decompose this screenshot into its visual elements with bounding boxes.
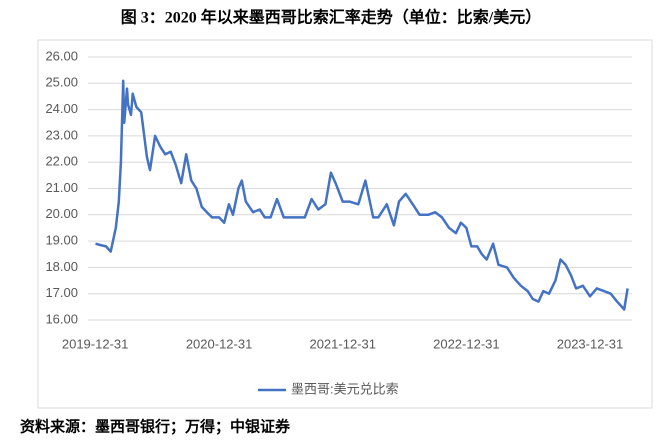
y-tick-label: 18.00 [45,259,78,274]
x-tick-label: 2020-12-31 [186,336,253,351]
y-tick-label: 22.00 [45,154,78,169]
x-tick-label: 2023-12-31 [557,336,624,351]
x-tick-label: 2019-12-31 [62,336,129,351]
source-note: 资料来源：墨西哥银行；万得；中银证券 [20,417,291,435]
y-tick-label: 25.00 [45,75,78,90]
x-tick-label: 2022-12-31 [433,336,500,351]
data-line [95,79,629,311]
legend-label: 墨西哥:美元兑比索 [291,381,399,396]
chart-frame [37,39,653,409]
y-tick-label: 19.00 [45,233,78,248]
y-tick-label: 24.00 [45,101,78,116]
y-tick-label: 16.00 [45,311,78,326]
y-tick-label: 17.00 [45,285,78,300]
y-tick-label: 23.00 [45,127,78,142]
x-tick-label: 2021-12-31 [309,336,376,351]
y-tick-label: 20.00 [45,206,78,221]
y-tick-label: 26.00 [45,48,78,63]
y-tick-label: 21.00 [45,180,78,195]
chart-title: 图 3：2020 年以来墨西哥比索汇率走势（单位：比索/美元） [121,8,541,27]
